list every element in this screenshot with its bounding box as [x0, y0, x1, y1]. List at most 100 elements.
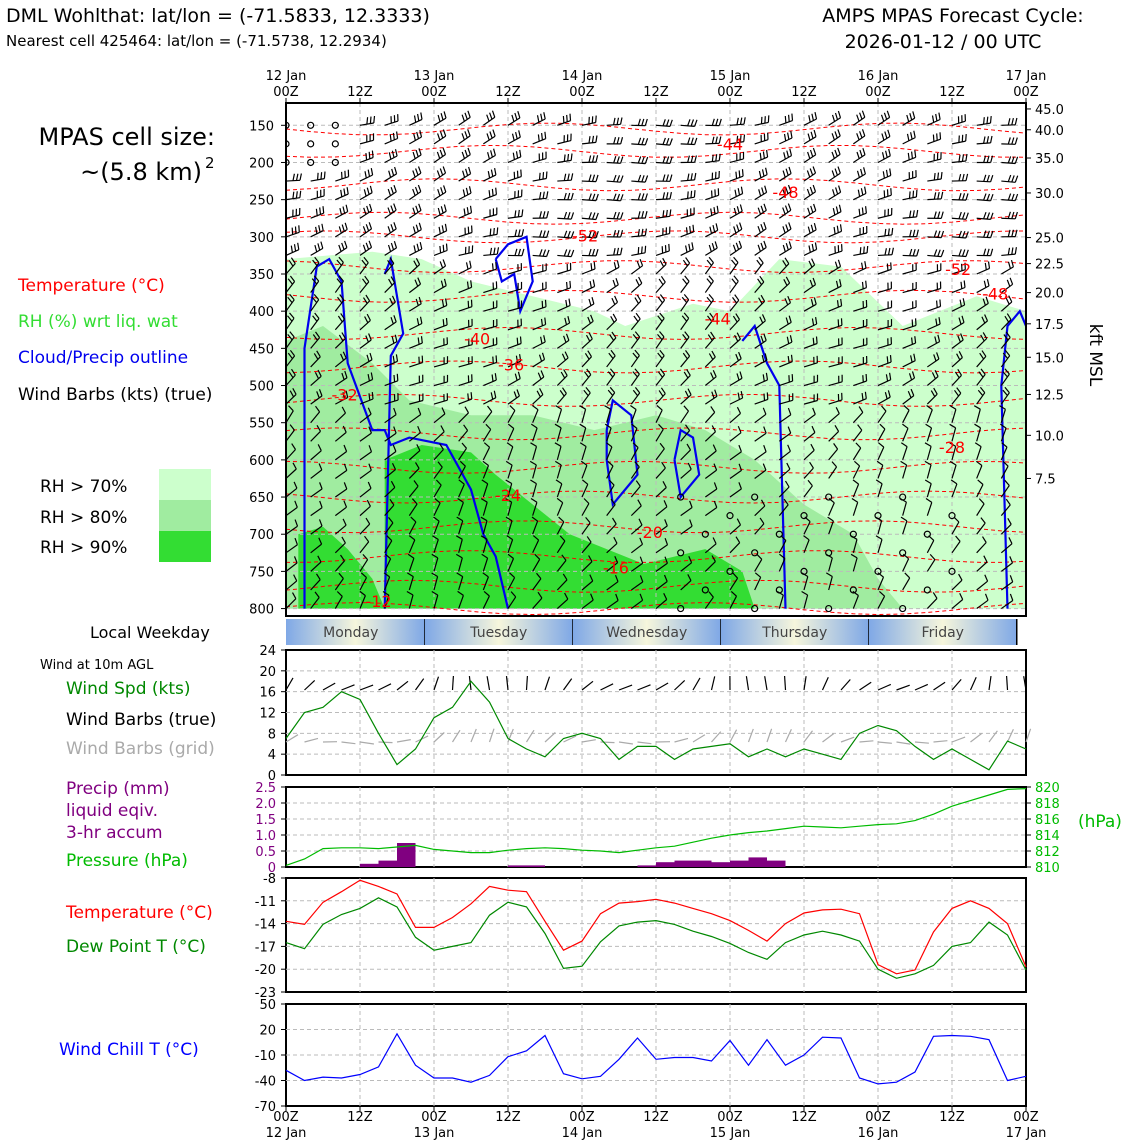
wind-barb-flag — [909, 210, 912, 218]
wind-barb-flag — [339, 207, 343, 216]
wind-barb-flag — [933, 249, 938, 257]
wind-barb-shaft — [286, 429, 295, 442]
surface-wind-barb — [764, 676, 768, 691]
wind-barb-flag — [950, 479, 958, 485]
wind-barb-shaft — [532, 558, 541, 572]
wind-barb-shaft — [286, 281, 296, 293]
grid-wind-barb — [674, 737, 689, 743]
wind-barb-shaft — [286, 393, 297, 405]
wind-barb-flag — [463, 208, 466, 216]
wind-barbs-grid-label: Wind Barbs (grid) — [66, 739, 215, 759]
wind-barb-flag — [669, 156, 673, 164]
wind-barb-flag — [782, 207, 786, 215]
wind-barb-flag — [831, 170, 836, 178]
wind-barb-shaft — [853, 306, 867, 312]
wind-barb-flag — [445, 317, 448, 325]
surface-wind-barb — [1023, 676, 1027, 691]
wind-barb-flag — [445, 243, 448, 251]
wind-barb-shaft — [655, 318, 665, 331]
wind-barb-shaft — [1000, 392, 1010, 405]
wind-barb-shaft — [556, 357, 569, 368]
wind-barb-shaft — [359, 595, 366, 609]
wind-barb-flag — [718, 136, 722, 144]
wind-barb-shaft — [606, 355, 616, 368]
wind-barb-shaft — [409, 229, 422, 238]
surface-wind-barb — [637, 684, 651, 691]
wind-barb-flag — [388, 170, 392, 178]
wind-barb-shaft — [384, 247, 397, 256]
wind-barb-flag — [736, 206, 740, 214]
precip-bar — [711, 862, 730, 867]
wind-barb-shaft — [655, 374, 666, 386]
wind-barb-flag — [416, 444, 421, 451]
wind-barb-shaft — [927, 305, 941, 312]
wind-barb-flag — [363, 189, 367, 197]
wind-barb-flag — [1004, 368, 1010, 375]
calm-wind-circle — [726, 567, 734, 575]
wind-barb-flag — [786, 462, 791, 470]
wind-barb-flag — [739, 135, 742, 143]
wind-barb-flag — [461, 133, 465, 141]
wind-barb-shaft — [803, 323, 817, 331]
wind-barb-flag — [439, 131, 444, 139]
wind-barb-shaft — [926, 597, 938, 609]
wind-barb-flag — [831, 151, 835, 159]
wind-barb-flag — [709, 312, 715, 320]
wind-barb-flag — [1028, 316, 1032, 322]
wind-barb-shaft — [557, 287, 571, 294]
wind-barb-flag — [782, 260, 787, 267]
wind-barb-flag — [361, 259, 367, 266]
precip-bar — [693, 860, 712, 867]
wind-barb-flag — [839, 279, 842, 287]
wind-barb-flag — [613, 536, 618, 544]
wind-barb-shaft — [927, 178, 942, 182]
surface-wind-barb — [988, 676, 992, 691]
wind-barb-flag — [837, 110, 842, 118]
wind-barb-flag — [368, 240, 373, 248]
wind-barb-flag — [343, 444, 348, 452]
wind-barb-flag — [713, 482, 718, 490]
wind-barb-shaft — [606, 392, 616, 405]
wind-barb-flag — [370, 372, 374, 380]
wind-barb-shaft — [557, 179, 572, 182]
wind-barb-flag — [569, 280, 572, 288]
rh-90-label: RH > 90% — [40, 538, 127, 558]
wind-barb-shaft — [951, 339, 964, 349]
wind-barb-flag — [766, 150, 769, 158]
wind-barb-flag — [641, 118, 645, 126]
wind-barb-flag — [912, 190, 915, 198]
wind-barb-flag — [931, 115, 935, 123]
wind-barb-shaft — [902, 377, 915, 387]
wind-barb-flag — [419, 316, 423, 324]
wind-barb-flag — [878, 590, 886, 597]
wind-barb-shaft — [655, 448, 665, 461]
wind-barb-flag — [715, 118, 719, 126]
wind-barb-shaft — [335, 396, 348, 405]
wind-barb-flag — [664, 519, 668, 527]
wind-barb-shaft — [926, 464, 932, 479]
wind-barb-flag — [456, 516, 464, 522]
wind-barb-shaft — [927, 118, 941, 126]
wind-barb-shaft — [433, 304, 448, 312]
wind-barb-flag — [831, 114, 836, 122]
calm-wind-circle — [825, 604, 833, 613]
wind-barb-shaft — [631, 199, 646, 201]
wind-barb-flag — [738, 170, 741, 178]
wind-barb-shaft — [927, 323, 941, 331]
wind-barb-shaft — [1025, 552, 1026, 553]
wind-barb-flag — [657, 371, 663, 378]
wind-barb-flag — [1014, 117, 1018, 125]
wind-barb-shaft — [286, 487, 298, 498]
wind-barb-flag — [669, 138, 673, 146]
wind-barb-flag — [785, 276, 791, 284]
wind-barb-shaft — [1000, 283, 1013, 294]
wind-barb-flag — [493, 390, 497, 398]
wind-barb-flag — [912, 111, 916, 119]
wind-barb-flag — [569, 113, 572, 121]
wind-barb-shaft — [927, 287, 941, 294]
wind-barb-flag — [938, 317, 941, 325]
wind-barb-flag — [706, 296, 712, 303]
wind-barb-shaft — [532, 269, 547, 275]
surface-wind-barb — [563, 678, 573, 691]
wind-barb-shaft — [458, 576, 464, 591]
